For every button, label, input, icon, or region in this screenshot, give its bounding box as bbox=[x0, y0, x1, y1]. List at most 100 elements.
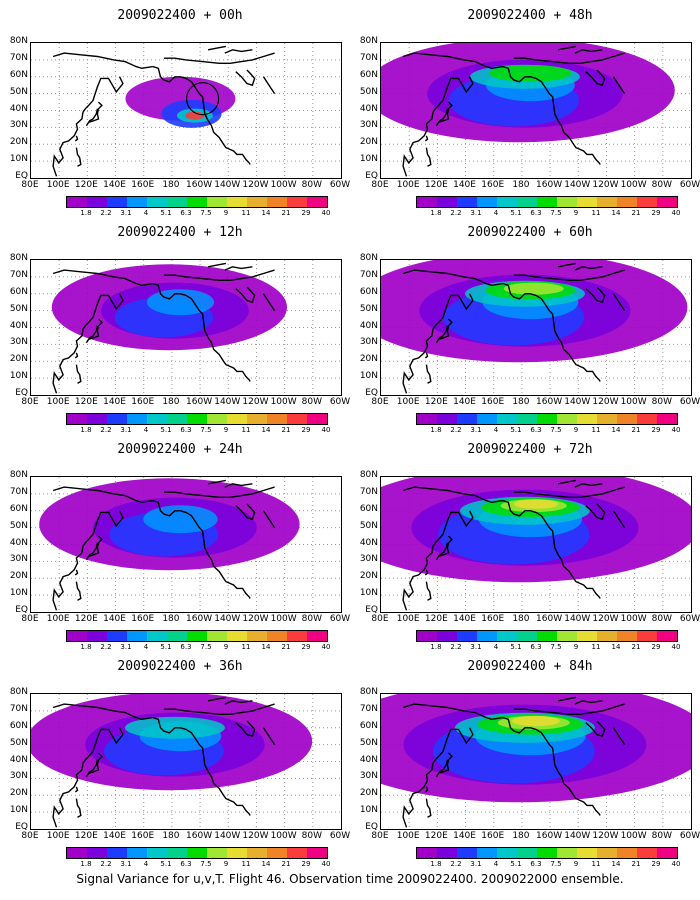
colorbar-segment bbox=[247, 197, 267, 207]
x-tick-label: 180 bbox=[512, 180, 530, 190]
colorbar-segment bbox=[637, 414, 657, 424]
colorbar-segment bbox=[287, 197, 307, 207]
colorbar-segment bbox=[107, 631, 127, 641]
x-tick-label: 100E bbox=[46, 397, 70, 407]
colorbar-segment bbox=[477, 631, 497, 641]
colorbar-label: 1.8 bbox=[80, 209, 92, 217]
colorbar-segment bbox=[537, 197, 557, 207]
colorbar-label: 9 bbox=[223, 860, 229, 868]
x-tick-label: 140E bbox=[103, 614, 126, 624]
y-tick-label: EQ bbox=[365, 171, 378, 181]
x-tick-label: 120W bbox=[242, 831, 269, 841]
panel-title: 2009022400 + 60h bbox=[467, 225, 593, 240]
colorbar-segment bbox=[67, 197, 87, 207]
x-tick-label: 160W bbox=[186, 831, 213, 841]
colorbar bbox=[416, 630, 678, 642]
variance-shading bbox=[381, 477, 691, 583]
y-tick-label: 30N bbox=[9, 120, 28, 131]
coastline bbox=[402, 293, 474, 394]
coastline bbox=[402, 76, 474, 177]
coastline bbox=[402, 703, 503, 721]
colorbar-segment bbox=[537, 848, 557, 858]
colorbar-label: 11 bbox=[591, 643, 601, 651]
y-tick-label: 40N bbox=[9, 754, 28, 765]
colorbar-label: 7.5 bbox=[550, 209, 562, 217]
coastline bbox=[52, 52, 153, 70]
colorbar-label: 11 bbox=[591, 209, 601, 217]
x-tick-label: 60W bbox=[679, 831, 700, 841]
coastline bbox=[74, 786, 79, 793]
colorbar-label: 7.5 bbox=[200, 643, 212, 651]
map-panel: 2009022400 + 60h 80N 70N 60N 50N 40N 30N 20N 10N… bbox=[360, 217, 700, 434]
y-tick-label: 50N bbox=[359, 303, 378, 314]
x-tick-label: 160E bbox=[131, 831, 155, 841]
x-tick-label: 80E bbox=[371, 614, 389, 624]
colorbar-segment bbox=[417, 197, 437, 207]
map-area bbox=[30, 42, 342, 179]
colorbar-label: 5.1 bbox=[510, 643, 522, 651]
x-tick-label: 140W bbox=[214, 397, 241, 407]
colorbar-segment bbox=[147, 414, 167, 424]
map-panel: 2009022400 + 72h 80N 70N 60N 50N 40N 30N 20N 10N… bbox=[360, 434, 700, 651]
colorbar-segment bbox=[127, 631, 147, 641]
colorbar-label: 14 bbox=[261, 643, 271, 651]
colorbar-segment bbox=[417, 848, 437, 858]
y-tick-label: EQ bbox=[365, 388, 378, 398]
x-tick-label: 80E bbox=[371, 397, 389, 407]
colorbar-segment bbox=[167, 414, 187, 424]
map-area bbox=[30, 259, 342, 396]
coastline bbox=[502, 716, 601, 816]
coastline bbox=[513, 486, 625, 498]
coastline bbox=[75, 581, 82, 601]
y-tick-label: 40N bbox=[359, 754, 378, 765]
colorbar-label: 29 bbox=[651, 426, 661, 434]
y-tick-label: 10N bbox=[359, 588, 378, 599]
y-tick-label: 70N bbox=[9, 703, 28, 714]
y-tick-label: 30N bbox=[359, 120, 378, 131]
y-tick-label: 60N bbox=[359, 720, 378, 731]
colorbar-segment bbox=[267, 631, 287, 641]
x-tick-label: 80E bbox=[21, 397, 39, 407]
y-tick-label: 50N bbox=[9, 86, 28, 97]
colorbar-label: 40 bbox=[671, 643, 681, 651]
colorbar-label: 29 bbox=[301, 426, 311, 434]
variance-shading bbox=[381, 694, 691, 803]
colorbar-label: 40 bbox=[671, 426, 681, 434]
coastline bbox=[52, 76, 124, 177]
colorbar-label: 3.1 bbox=[470, 643, 482, 651]
y-tick-label: 80N bbox=[9, 253, 28, 263]
coastline bbox=[224, 700, 253, 705]
y-tick-label: 30N bbox=[359, 337, 378, 348]
colorbar-segment bbox=[227, 631, 247, 641]
coastline bbox=[502, 282, 601, 382]
colorbar-segment bbox=[247, 848, 267, 858]
coastline bbox=[75, 798, 82, 818]
y-tick-label: 60N bbox=[359, 286, 378, 297]
x-tick-label: 100E bbox=[396, 614, 420, 624]
coastline bbox=[425, 364, 432, 384]
colorbar-label: 14 bbox=[261, 860, 271, 868]
colorbar-segment bbox=[87, 848, 107, 858]
colorbar-segment bbox=[107, 848, 127, 858]
map-panel: 2009022400 + 36h 80N 70N 60N 50N 40N 30N 20N 10N… bbox=[10, 651, 350, 868]
x-tick-label: 160W bbox=[186, 397, 213, 407]
colorbar-label: 14 bbox=[261, 426, 271, 434]
colorbar-segment bbox=[557, 197, 577, 207]
x-tick-label: 100E bbox=[46, 831, 70, 841]
x-tick-label: 120E bbox=[74, 397, 98, 407]
colorbar-segment bbox=[457, 197, 477, 207]
map-area bbox=[380, 42, 692, 179]
y-tick-label: 70N bbox=[359, 269, 378, 280]
x-tick-label: 160E bbox=[481, 831, 505, 841]
x-tick-label: 140W bbox=[564, 180, 591, 190]
coastline bbox=[557, 696, 577, 702]
colorbar-label: 11 bbox=[241, 643, 251, 651]
colorbar-label: 7.5 bbox=[200, 209, 212, 217]
colorbar-label: 9 bbox=[573, 426, 579, 434]
coastline bbox=[424, 786, 429, 793]
coastline bbox=[557, 479, 577, 485]
colorbar-label: 7.5 bbox=[550, 860, 562, 868]
colorbar-label: 40 bbox=[671, 209, 681, 217]
colorbar-label: 11 bbox=[241, 860, 251, 868]
y-tick-label: 60N bbox=[359, 503, 378, 514]
